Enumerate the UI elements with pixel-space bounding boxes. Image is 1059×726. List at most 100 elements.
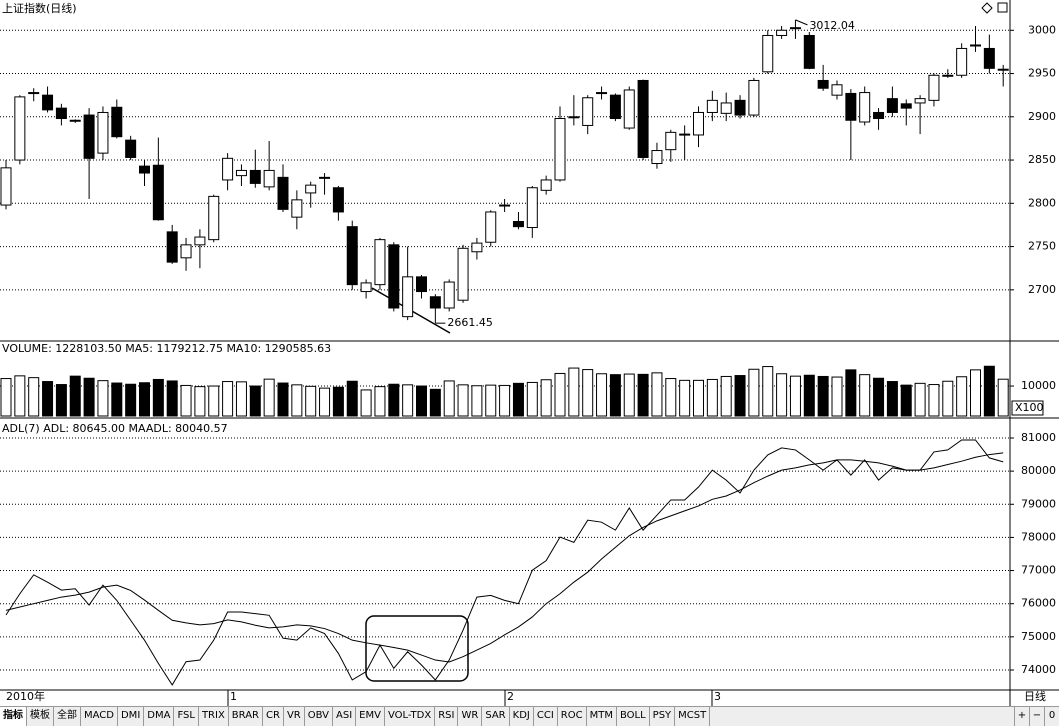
toolbar-tab[interactable]: FSL <box>174 707 199 726</box>
y-tick-label: 75000 <box>1021 630 1056 643</box>
volume-bar <box>706 378 718 417</box>
toolbar-tab[interactable]: OBV <box>305 707 333 726</box>
candle-body <box>568 116 580 119</box>
volume-bar <box>360 389 372 417</box>
toolbar-tab[interactable]: 全部 <box>54 707 81 726</box>
toolbar-tab[interactable]: BRAR <box>229 707 263 726</box>
toolbar-tab[interactable]: VOL-TDX <box>385 707 436 726</box>
volume-bar <box>914 382 926 417</box>
candle-body <box>873 111 885 120</box>
toolbar-button[interactable]: 0 <box>1044 707 1059 726</box>
toolbar-tab[interactable]: CR <box>263 707 284 726</box>
toolbar-tab[interactable]: WR <box>458 707 483 726</box>
highlight-box <box>365 615 469 682</box>
toolbar: 指标 模板 全部 MACD DMI DMA FSL TRIX BRAR CR VR OBV ASI EMV… <box>0 706 1059 726</box>
toolbar-tab[interactable]: KDJ <box>510 707 534 726</box>
volume-bar <box>623 373 635 417</box>
candle-body <box>983 47 995 69</box>
volume-bar <box>637 373 649 417</box>
volume-bar <box>125 383 137 417</box>
candle-body <box>429 296 441 309</box>
volume-bar <box>734 375 746 417</box>
candle-body <box>734 99 746 116</box>
toolbar-tab[interactable]: 模板 <box>27 707 54 726</box>
volume-bar <box>346 380 358 417</box>
toolbar-tab[interactable]: CCI <box>534 707 558 726</box>
volume-bar <box>762 366 774 417</box>
candle-body <box>748 79 760 116</box>
toolbar-tab[interactable]: MACD <box>81 707 118 726</box>
volume-bar <box>166 380 178 417</box>
toolbar-tab[interactable]: MCST <box>675 707 711 726</box>
toolbar-tab[interactable]: EMV <box>356 707 385 726</box>
icon <box>997 2 1008 13</box>
candle-body <box>125 139 137 158</box>
chart-title: 上证指数(日线) <box>2 1 77 15</box>
toolbar-tab[interactable]: BOLL <box>617 707 650 726</box>
volume-bar <box>69 375 81 417</box>
volume-bar <box>526 381 538 417</box>
volume-bar <box>720 375 732 417</box>
toolbar-tab[interactable]: VR <box>284 707 305 726</box>
candle-body <box>28 92 40 95</box>
y-tick-label: 2700 <box>1028 283 1056 296</box>
toolbar-tab[interactable]: DMI <box>118 707 145 726</box>
y-tick-label: 76000 <box>1021 597 1056 610</box>
candle-body <box>402 276 414 318</box>
toolbar-tab[interactable]: SAR <box>482 707 510 726</box>
y-tick-label: 2800 <box>1028 196 1056 209</box>
volume-bar <box>928 384 940 417</box>
candle-body <box>679 133 691 136</box>
candle-body <box>208 195 220 241</box>
volume-bar <box>693 379 704 417</box>
toolbar-tab[interactable]: RSI <box>435 707 459 726</box>
toolbar-button[interactable]: + <box>1014 707 1029 726</box>
volume-bar <box>291 384 303 417</box>
volume-bar <box>512 382 524 417</box>
unit-box <box>1011 400 1044 416</box>
volume-bar <box>803 374 815 417</box>
volume-bar <box>402 384 414 417</box>
volume-bar <box>416 385 427 417</box>
candle-body <box>651 150 663 165</box>
toolbar-tab[interactable]: TRIX <box>199 707 229 726</box>
volume-bar <box>942 380 954 417</box>
candle-body <box>956 47 968 76</box>
y-tick-label: 81000 <box>1021 431 1056 444</box>
toolbar-tab[interactable]: MTM <box>587 707 617 726</box>
toolbar-tab[interactable]: ASI <box>333 707 357 726</box>
time-label: 3 <box>714 690 721 703</box>
candle-body <box>388 244 400 309</box>
toolbar-tab[interactable]: ROC <box>558 707 587 726</box>
toolbar-tab[interactable]: DMA <box>144 707 175 726</box>
candle-body <box>277 176 289 210</box>
candle-body <box>152 164 164 221</box>
volume-bar <box>554 372 566 417</box>
toolbar-controls: + −0 <box>1014 707 1059 726</box>
candle-body <box>831 84 843 96</box>
volume-bar <box>443 380 455 417</box>
candle-body <box>859 92 871 123</box>
volume-bar <box>83 377 95 417</box>
volume-bar <box>817 375 829 417</box>
volume-bar <box>596 373 608 417</box>
candle-body <box>180 244 192 259</box>
volume-bar <box>263 378 275 417</box>
toolbar-button[interactable]: − <box>1029 707 1044 726</box>
candle-body <box>360 282 372 293</box>
volume-unit: X100 <box>1015 401 1044 414</box>
y-tick-label: 2900 <box>1028 110 1056 123</box>
toolbar-tab[interactable]: 指标 <box>0 707 27 726</box>
volume-bar <box>956 376 968 417</box>
candle-body <box>886 98 898 113</box>
volume-bar <box>55 384 67 417</box>
candle-body <box>665 131 677 151</box>
volume-bar <box>609 374 621 417</box>
candle-body <box>803 34 815 69</box>
y-tick-label: 2850 <box>1028 153 1056 166</box>
candle-body <box>970 44 981 47</box>
volume-bar <box>319 387 331 417</box>
y-tick-label: 79000 <box>1021 497 1056 510</box>
toolbar-tab[interactable]: PSY <box>650 707 676 726</box>
volume-bar <box>305 385 317 417</box>
